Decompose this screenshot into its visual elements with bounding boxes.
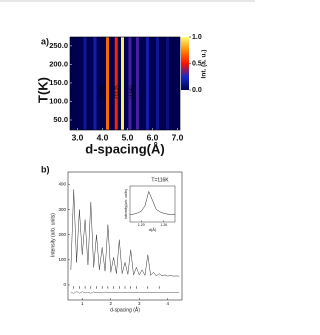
pattern-line — [70, 291, 180, 294]
y-tick-label: 250.0 — [49, 41, 68, 50]
y-tick-label: 200.0 — [49, 59, 68, 68]
intensity-streak — [121, 37, 124, 130]
y-tick-label: 200 — [58, 232, 66, 237]
plot-frame — [69, 36, 181, 131]
y-tick-label: 400 — [58, 182, 66, 187]
peak-label: (112) — [115, 85, 121, 99]
x-tick-label: 4 — [166, 301, 169, 306]
x-tick-label: 1 — [81, 301, 84, 306]
intensity-streak — [106, 37, 109, 130]
colorbar-tick-label: 0.0 — [192, 87, 202, 94]
intensity-streak — [156, 37, 159, 130]
y-tick-label: 150.0 — [49, 78, 68, 87]
colorbar — [181, 37, 189, 90]
y-axis-label: T(K) — [35, 77, 50, 103]
y-axis-label: Intensity (arb. units) — [50, 213, 56, 257]
plot-frame — [67, 171, 183, 301]
colorbar-tick-label: 0.5 — [192, 60, 202, 67]
intensity-streak — [93, 37, 97, 130]
x-tick-label: 6.0 — [147, 132, 159, 142]
plot-background — [70, 37, 180, 130]
intensity-streak — [166, 37, 169, 130]
intensity-streak — [114, 37, 118, 130]
inset-x-tick-label: 1.26 — [160, 223, 167, 227]
y-tick-label: 100 — [58, 257, 66, 262]
x-axis-label: d-spacing (Å) — [110, 306, 140, 313]
colorbar-tick-label: 1.0 — [192, 34, 202, 41]
intensity-streak — [83, 37, 87, 130]
x-tick-label: 2 — [109, 301, 112, 306]
inset-y-label: Intensity(arb. units) — [124, 189, 128, 219]
figure: a)(103) (112) (105)3.0 4.0 5.0 6.0 7.050.0100.… — [0, 0, 255, 313]
x-axis-label: d-spacing(Å) — [85, 141, 164, 156]
peak-label: (103) — [100, 85, 106, 99]
x-tick-label: 7.0 — [172, 132, 184, 142]
panel-label: b) — [41, 164, 50, 174]
colorbar-label: Int. (a. u.) — [201, 50, 208, 79]
peak-label: (105) — [130, 85, 136, 99]
pattern-line — [70, 189, 180, 277]
intensity-streak — [128, 37, 132, 130]
x-tick-label: 4.0 — [97, 132, 109, 142]
y-tick-label: 0 — [63, 282, 66, 287]
inset-x-label: d(Å) — [149, 227, 157, 232]
annotation: T=116K — [151, 177, 169, 183]
y-tick-label: 300 — [58, 207, 66, 212]
inset-frame — [129, 185, 176, 223]
x-tick-label: 3 — [138, 301, 141, 306]
y-tick-label: 100.0 — [49, 96, 68, 105]
panel-label: a) — [41, 36, 49, 46]
intensity-streak — [136, 37, 139, 130]
x-tick-label: 5.0 — [122, 132, 134, 142]
y-tick-label: 50.0 — [53, 115, 68, 124]
inset-x-tick-label: 1.20 — [138, 223, 145, 227]
intensity-streak — [146, 37, 149, 130]
x-tick-label: 3.0 — [72, 132, 84, 142]
inset-line — [129, 190, 176, 216]
